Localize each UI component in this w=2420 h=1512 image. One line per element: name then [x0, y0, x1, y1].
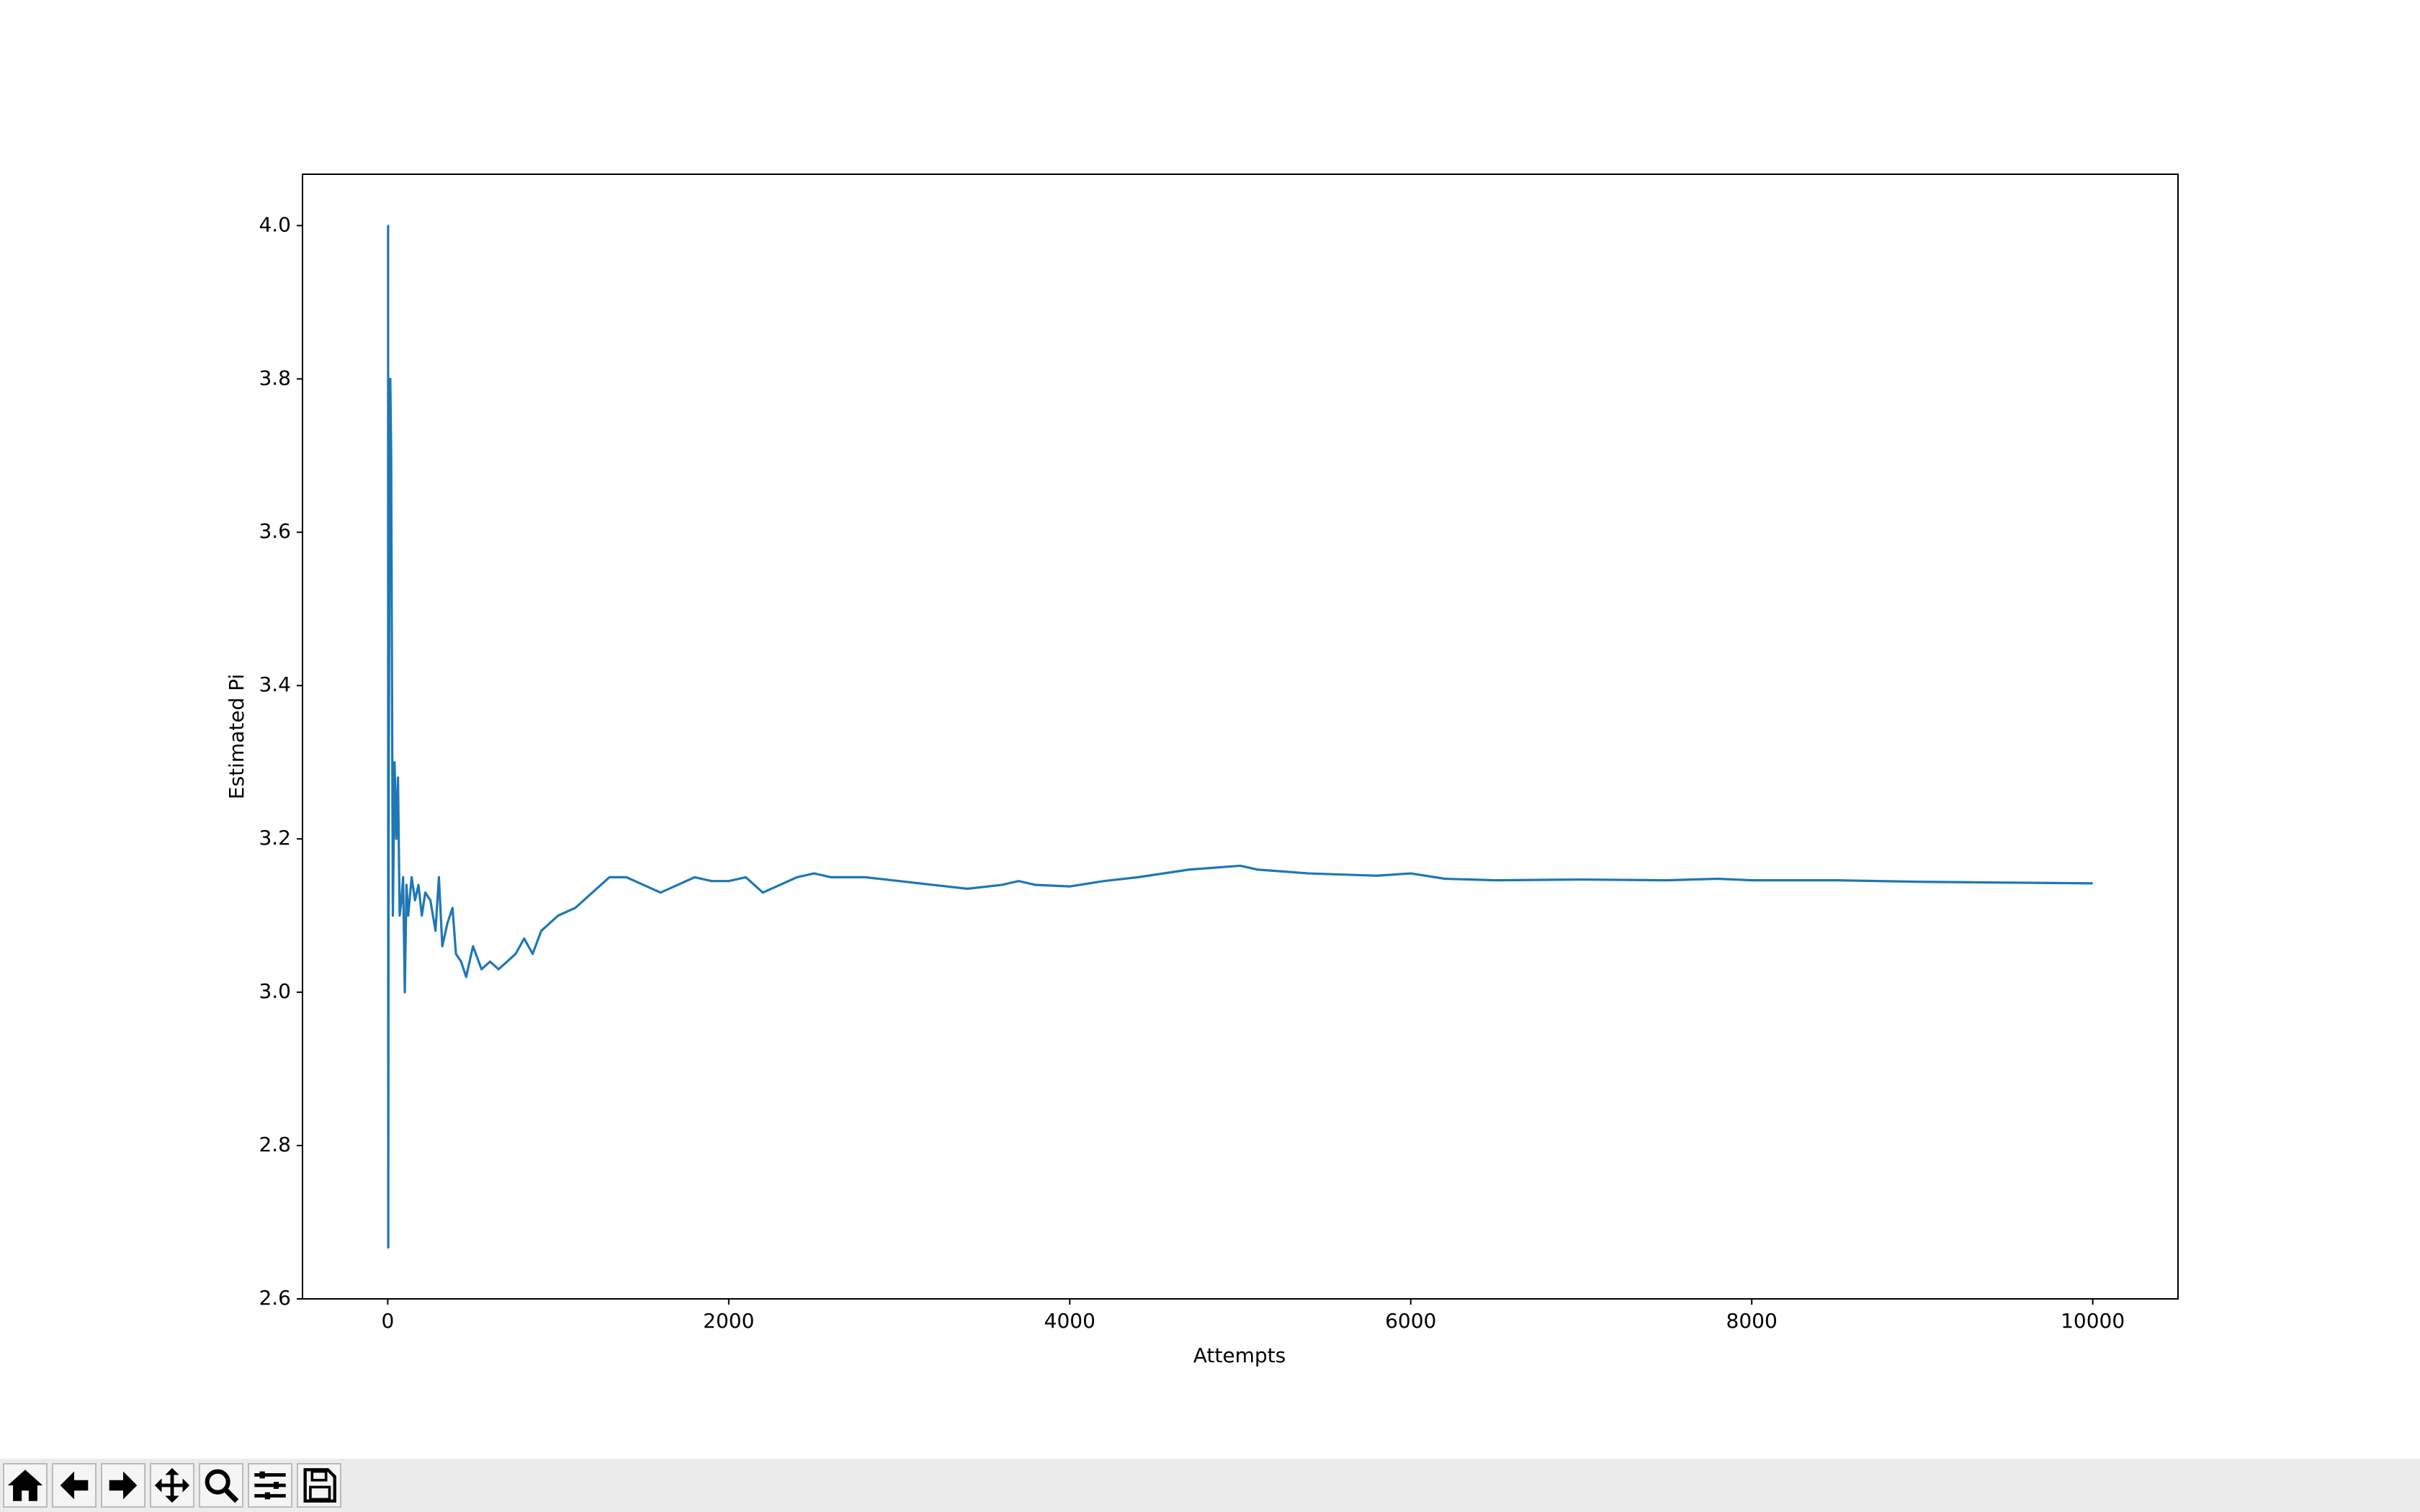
configure-button[interactable]	[248, 1463, 292, 1508]
x-tick-label: 0	[381, 1309, 394, 1333]
toolbar	[0, 1459, 2420, 1512]
y-tick-label: 4.0	[259, 212, 291, 236]
save-button[interactable]	[297, 1463, 341, 1508]
forward-button[interactable]	[101, 1463, 145, 1508]
y-tick-label: 3.0	[259, 979, 291, 1003]
pan-button[interactable]	[150, 1463, 194, 1508]
chart: Attempts Estimated Pi 2.6 2.8 3.0 3.2 3.4 3.6…	[225, 174, 2179, 1367]
plot-frame	[302, 174, 2179, 1300]
y-axis-label: Estimated Pi	[225, 674, 248, 799]
zoom-button[interactable]	[199, 1463, 243, 1508]
x-tick-label: 10000	[2061, 1309, 2125, 1333]
y-tick-label: 3.6	[259, 519, 291, 543]
y-tick-label: 3.8	[259, 366, 291, 390]
y-tick-label: 3.2	[259, 826, 291, 850]
x-tick-label: 6000	[1385, 1309, 1436, 1333]
x-tick-label: 2000	[703, 1309, 754, 1333]
back-button[interactable]	[52, 1463, 97, 1508]
y-tick-label: 3.4	[259, 672, 291, 696]
data-line	[387, 224, 2093, 1249]
x-tick-label: 8000	[1726, 1309, 1778, 1333]
y-tick-label: 2.8	[259, 1133, 291, 1156]
y-tick-label: 2.6	[259, 1286, 291, 1310]
x-axis-label: Attempts	[1193, 1344, 1286, 1367]
x-tick-label: 4000	[1044, 1309, 1095, 1333]
home-button[interactable]	[3, 1463, 48, 1508]
